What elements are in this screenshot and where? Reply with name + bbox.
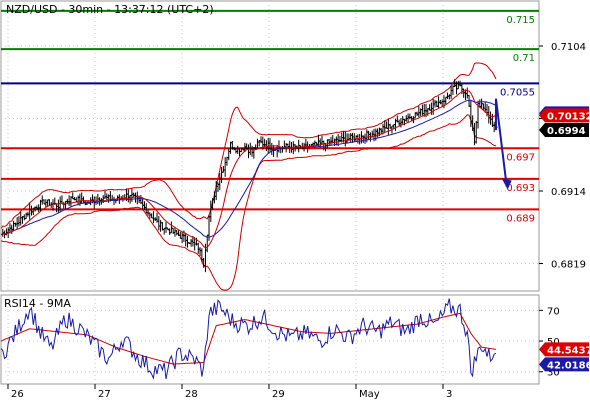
rsi-panel-frame	[0, 294, 540, 385]
price-levels: 0.715 0.71 0.7055 0.697 0.693 0.689	[1, 9, 539, 224]
price-badge: 0.70132	[539, 108, 590, 123]
bollinger-upper	[0, 62, 497, 229]
price-badge-bg	[539, 122, 589, 137]
level-label: 0.689	[506, 213, 535, 224]
chart-title: NZD/USD - 30min - 13:37:12 (UTC+2)	[6, 3, 214, 16]
x-axis-label: 3	[446, 389, 452, 400]
rsi-axis-label: 30	[547, 368, 560, 379]
rsi-badge-label: 42.0186	[547, 360, 590, 371]
rsi-axis-label: 70	[547, 306, 560, 317]
rsi-badge-bg	[539, 357, 589, 372]
rsi-title: RSI14 - 9MA	[4, 297, 71, 310]
price-badge: 0.6994	[539, 122, 589, 137]
x-axis-label: 28	[185, 389, 198, 400]
x-axis-label: May	[359, 389, 380, 400]
forecast-path	[494, 98, 508, 187]
x-axis-label: 29	[272, 389, 285, 400]
x-axis-label: 26	[11, 389, 24, 400]
level-label: 0.693	[506, 183, 535, 194]
price-axis-label: 0.6819	[551, 260, 586, 271]
rsi-lines	[0, 298, 497, 380]
rsi-badge: 44.5437	[539, 342, 590, 357]
bollinger-bands	[0, 62, 497, 291]
bollinger-lower	[0, 114, 497, 291]
ma-slow-line	[0, 99, 497, 238]
ma-fast-line	[0, 89, 497, 249]
forecast-arrowhead	[501, 178, 512, 190]
price-badge-label: 0.70132	[547, 111, 590, 122]
rsi-badge-label: 44.5437	[547, 345, 590, 356]
rsi-badges: 44.5437 42.0186	[539, 342, 590, 372]
moving-averages	[0, 89, 497, 249]
forecast-arrow	[494, 98, 512, 190]
price-axis-label: 0.6914	[551, 187, 586, 198]
rsi-badge: 42.0186	[539, 357, 590, 372]
x-axis: 26 27 28 29 May 3	[7, 384, 452, 400]
x-axis-label: 27	[98, 389, 111, 400]
level-label: 0.7055	[500, 87, 535, 98]
price-axis-label: 0.7104	[551, 42, 586, 53]
level-label: 0.715	[506, 15, 535, 26]
rsi-line	[0, 298, 497, 380]
price-badge-label: 0.6994	[547, 126, 586, 137]
price-panel: 0.715 0.71 0.7055 0.697 0.693 0.689 0.6819 0.6…	[0, 0, 590, 292]
level-label: 0.71	[513, 53, 535, 64]
level-label: 0.697	[506, 152, 535, 163]
rsi-ma-line	[0, 312, 497, 365]
rsi-badge-bg	[539, 342, 589, 357]
price-badge-bg	[539, 108, 589, 123]
